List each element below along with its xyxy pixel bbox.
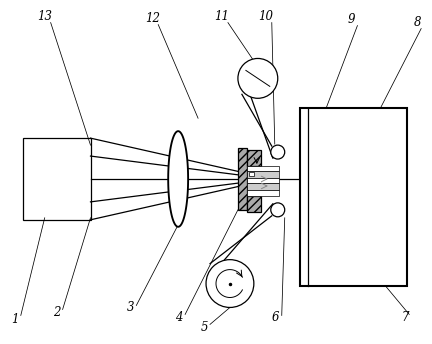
Text: 2: 2 xyxy=(53,306,60,319)
Bar xyxy=(247,178,279,183)
Bar xyxy=(247,190,279,196)
Text: 5: 5 xyxy=(200,321,208,334)
Bar xyxy=(247,166,279,171)
Bar xyxy=(249,172,254,176)
Text: 4: 4 xyxy=(175,311,183,324)
Bar xyxy=(247,171,279,178)
Text: 13: 13 xyxy=(37,10,52,23)
Text: 6: 6 xyxy=(272,311,280,324)
Circle shape xyxy=(271,203,285,217)
Circle shape xyxy=(206,260,254,308)
Text: 1: 1 xyxy=(11,313,19,326)
Circle shape xyxy=(271,145,285,159)
Bar xyxy=(300,108,407,286)
Bar xyxy=(247,150,261,166)
Text: 9: 9 xyxy=(348,13,355,26)
Text: 11: 11 xyxy=(214,10,229,23)
Text: 8: 8 xyxy=(413,16,421,29)
Text: 10: 10 xyxy=(258,10,273,23)
Text: 3: 3 xyxy=(127,301,134,314)
Text: 7: 7 xyxy=(401,311,409,324)
Bar xyxy=(247,183,279,190)
Bar xyxy=(23,138,91,220)
Polygon shape xyxy=(168,131,188,227)
Text: 12: 12 xyxy=(145,12,160,25)
Bar xyxy=(247,196,261,212)
Circle shape xyxy=(238,58,278,98)
Bar xyxy=(238,148,247,210)
